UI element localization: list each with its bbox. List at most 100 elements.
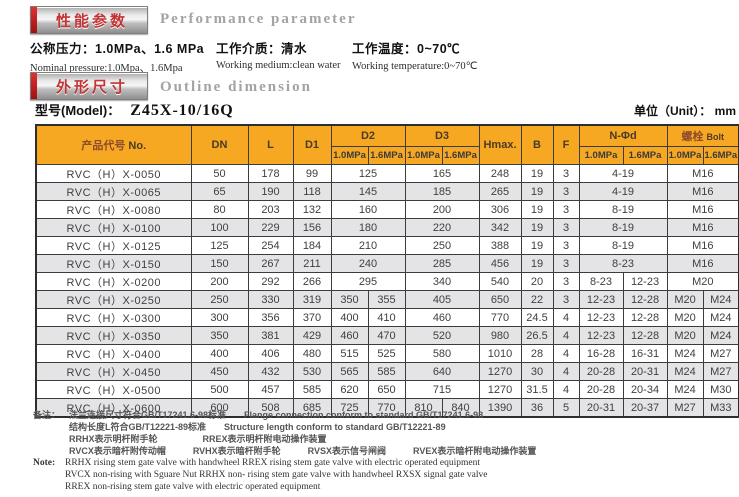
table-cell: 31.5 [520,380,554,399]
param-temperature: 工作温度：0~70℃ Working temperature:0~70℃ [352,38,477,72]
table-cell: 160 [330,200,406,219]
table-cell: M16 [666,254,739,273]
table-cell: 100 [190,218,249,237]
table-cell: 585 [292,380,332,399]
header-d3-p16: 1.6MPa [441,146,480,165]
table-cell: 292 [247,272,294,291]
header-b: B [520,124,554,165]
note-text: RVCX表示暗杆附传动帽 RVHX表示暗杆附手轮 RVSX表示信号闸阀 RVEX… [69,446,537,456]
table-row: RVC（H）X-0150 150 267 211 240 285 456 19 3 8-23 M16 [35,254,739,273]
header-d3: D3 [404,124,480,147]
model-line: 型号(Model)： Z45X-10/16Q 单位（Unit）： mm [35,100,738,120]
table-cell: 770 [367,398,406,418]
table-cell: 229 [247,218,294,237]
table-cell: 3 [552,182,580,201]
table-cell: RVC（H）X-0125 [35,236,192,255]
table-cell: 405 [404,290,480,309]
header-d1: D1 [292,124,332,165]
table-cell: 640 [404,362,480,381]
table-cell: 810 [404,398,443,418]
table-row: RVC（H）X-0450 450 432 530 565 585 640 1270 30 4 20-… [35,362,739,381]
table-row: RVC（H）X-0350 350 381 429 460 470 520 980 26.5 4 12… [35,326,739,345]
table-cell: 620 [330,380,369,399]
table-cell: M16 [666,182,739,201]
table-cell: M20 [666,290,704,309]
table-cell: 388 [478,236,522,255]
performance-badge: 性能参数 [30,6,148,34]
table-cell: 19 [520,218,554,237]
table-cell: M30 [702,380,739,399]
table-cell: 356 [247,308,294,327]
notes: 备注： 法兰连接尺寸符合GB/T17241.6-98标准 Flange conne… [33,410,733,494]
note-line: RVCX non-rising with Sguare Nut RRHX non… [33,470,733,481]
table-cell: 3 [552,218,580,237]
table-cell: 4 [552,362,580,381]
param-temperature-cn: 工作温度：0~70℃ [352,42,461,56]
table-cell: 248 [478,164,522,183]
table-cell: 8-23 [578,254,668,273]
header-dn: DN [190,124,249,165]
table-cell: M20 [666,272,739,291]
note-label [33,434,69,445]
param-temperature-en: Working temperature:0~70℃ [352,61,478,72]
table-cell: 715 [404,380,480,399]
table-cell: 50 [190,164,249,183]
table-cell: M33 [702,398,739,418]
table-cell: 20-31 [578,398,624,418]
table-cell: 118 [292,182,332,201]
param-pressure: 公称压力：1.0MPa、1.6 MPa Nominal pressure:1.0… [30,38,204,75]
table-cell: 150 [190,254,249,273]
table-cell: 600 [190,398,249,418]
table-cell: 4 [552,344,580,363]
performance-badge-label: 性能参数 [55,12,128,30]
table-cell: 450 [190,362,249,381]
table-cell: 12-23 [578,290,624,309]
table-cell: 165 [404,164,480,183]
table-cell: RVC（H）X-0400 [35,344,192,363]
table-cell: 725 [330,398,369,418]
table-cell: 515 [330,344,369,363]
table-cell: 4 [552,380,580,399]
badge-red-stripe [31,73,37,99]
table-cell: M24 [702,308,739,327]
table-cell: 203 [247,200,294,219]
table-row: RVC（H）X-0500 500 457 585 620 650 715 1270 31.5 4 2… [35,380,739,399]
table-cell: 4 [552,308,580,327]
table-cell: 99 [292,164,332,183]
table-cell: 200 [404,200,480,219]
table-cell: 12-28 [622,290,668,309]
table-cell: 1390 [478,398,522,418]
header-bolt-cn: 螺栓 [681,131,704,143]
table-cell: M24 [702,326,739,345]
table-cell: M24 [666,344,704,363]
table-cell: 585 [367,362,406,381]
table-cell: 350 [330,290,369,309]
table-cell: 24.5 [520,308,554,327]
spec-table: 产品代号 No. DN L D1 D2 D3 Hmax. B F N-Φd 螺栓… [35,124,739,418]
table-cell: 381 [247,326,294,345]
table-cell: RVC（H）X-0080 [35,200,192,219]
note-line: 备注： 法兰连接尺寸符合GB/T17241.6-98标准 Flange conne… [33,410,733,421]
table-cell: 20-28 [578,380,624,399]
table-cell: 20-37 [622,398,668,418]
outline-badge-label: 外形尺寸 [55,78,128,96]
table-cell: RVC（H）X-0350 [35,326,192,345]
table-cell: 340 [404,272,480,291]
note-text: RRHX表示明杆附手轮 RREX表示明杆附电动操作装置 [69,434,327,444]
table-cell: 132 [292,200,332,219]
table-row: RVC（H）X-0300 300 356 370 400 410 460 770 24.5 4 12… [35,308,739,327]
table-cell: 12-23 [578,308,624,327]
table-cell: M24 [666,380,704,399]
table-cell: M24 [666,362,704,381]
table-cell: 250 [404,236,480,255]
table-cell: 12-23 [578,326,624,345]
table-cell: 1270 [478,380,522,399]
table-cell: 220 [404,218,480,237]
table-cell: M27 [702,344,739,363]
note-label [33,446,69,457]
table-cell: 180 [330,218,406,237]
table-row: RVC（H）X-0050 50 178 99 125 165 248 19 3 4-19 M16 [35,164,739,183]
table-cell: 12-23 [622,272,668,291]
table-row: RVC（H）X-0080 80 203 132 160 200 306 19 3 8-19 M16 [35,200,739,219]
